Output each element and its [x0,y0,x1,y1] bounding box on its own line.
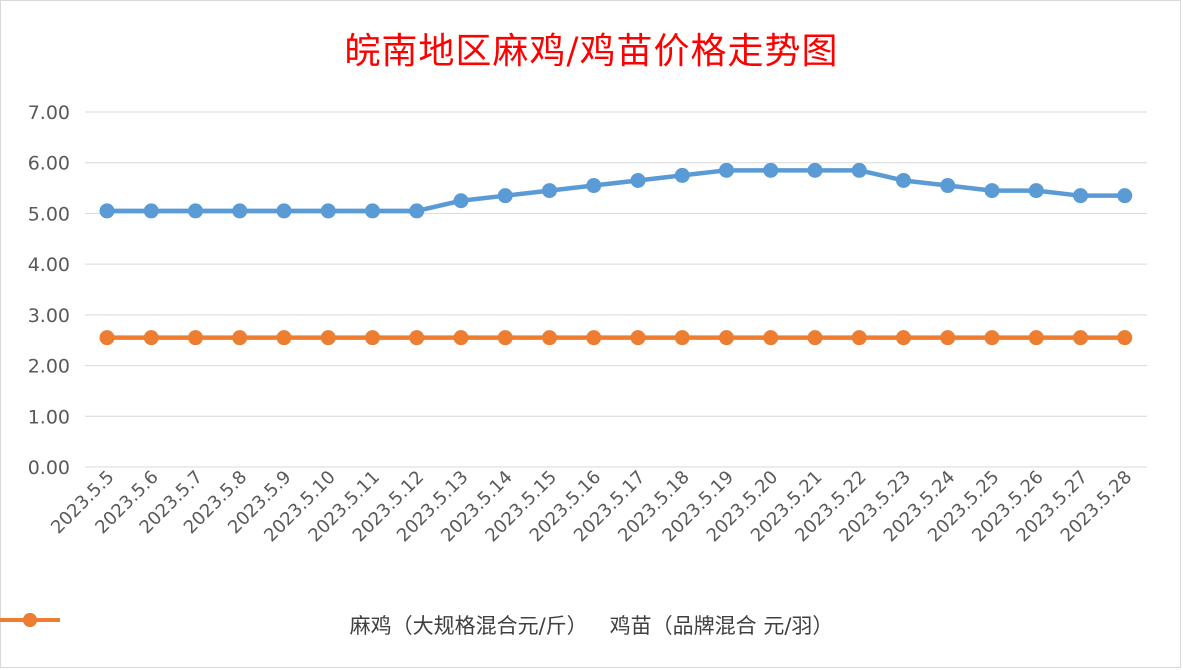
data-point [763,162,779,178]
data-point [542,330,557,346]
gridlines [85,111,1147,468]
y-tick-label: 7.00 [28,102,70,124]
legend-swatch-chick [0,613,60,627]
data-point [940,178,956,194]
data-point [497,188,513,204]
data-point [984,330,1000,346]
y-tick-label: 1.00 [28,406,70,428]
data-point [940,330,956,346]
chart-title: 皖南地区麻鸡/鸡苗价格走势图 [344,31,839,72]
data-point [232,203,248,219]
data-point [719,330,734,346]
data-point [674,167,690,183]
data-point [1028,330,1044,346]
data-point [674,330,690,346]
y-tick-label: 6.00 [28,153,70,175]
data-point [1073,188,1088,204]
legend-label-chick: 鸡苗（品牌混合 元/羽） [609,614,834,638]
series-layer [99,162,1133,346]
data-point [1117,188,1133,204]
data-point [188,203,203,219]
data-point [851,162,867,178]
series-line-0 [104,168,1127,214]
data-point [99,330,115,346]
data-point [276,330,292,346]
data-point [409,330,425,346]
legend-item-machicken: 麻鸡（大规格混合元/斤） [0,610,588,640]
data-point [1073,330,1088,346]
y-tick-label: 4.00 [28,254,70,276]
x-axis-labels: 2023.5.52023.5.62023.5.72023.5.82023.5.9… [47,467,1136,547]
data-point [586,178,602,194]
y-tick-label: 3.00 [28,305,70,327]
legend-label-machicken: 麻鸡（大规格混合元/斤） [349,614,588,638]
data-point [1117,330,1133,346]
data-point [320,330,336,346]
data-point [630,330,646,346]
legend-item-chick: 鸡苗（品牌混合 元/羽） [0,610,834,640]
data-point [763,330,779,346]
data-point [807,162,823,178]
data-point [453,193,469,209]
data-point [453,330,469,346]
data-point [984,183,1000,199]
data-point [807,330,823,346]
data-point [143,203,159,219]
y-tick-label: 0.00 [28,457,70,479]
data-point [99,203,115,219]
data-point [719,162,734,178]
data-point [143,330,159,346]
data-point [630,172,646,188]
data-point [232,330,248,346]
data-point [409,203,425,219]
data-point [276,203,292,219]
data-point [896,172,911,188]
data-point [497,330,513,346]
y-axis-labels: 0.00 1.00 2.00 3.00 4.00 5.00 6.00 7.00 [28,102,70,479]
y-tick-label: 2.00 [28,356,70,378]
data-point [586,330,602,346]
data-point [896,330,911,346]
data-point [851,330,867,346]
legend: 麻鸡（大规格混合元/斤） 鸡苗（品牌混合 元/羽） [0,610,1183,640]
data-point [188,330,203,346]
line-chart: 0.00 1.00 2.00 3.00 4.00 5.00 6.00 7.00 2023.5.… [28,102,1147,547]
data-point [365,330,380,346]
data-point [365,203,380,219]
data-point [542,183,557,199]
data-point [320,203,336,219]
y-tick-label: 5.00 [28,203,70,225]
data-point [1028,183,1044,199]
